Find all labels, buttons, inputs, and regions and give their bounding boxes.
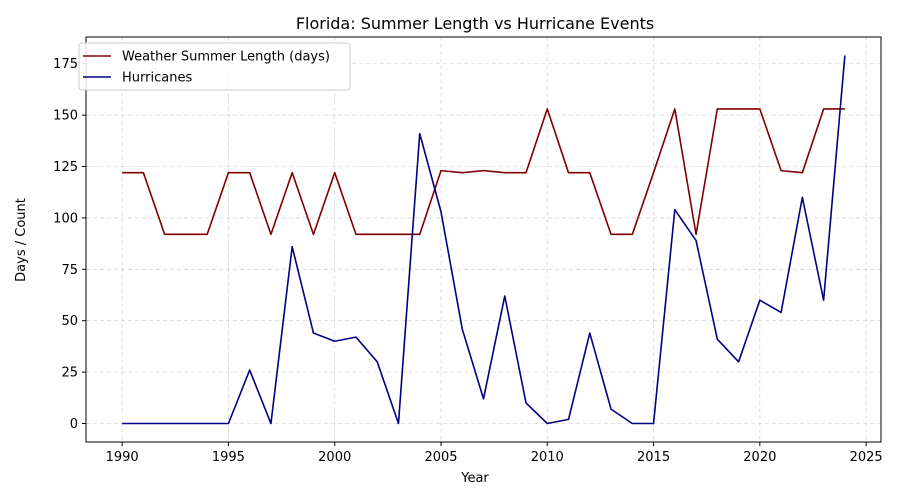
series-line-0 — [122, 108, 845, 236]
y-tick-label: 75 — [61, 263, 78, 278]
y-tick-label: 150 — [53, 109, 78, 124]
legend-label-0: Weather Summer Length (days) — [122, 50, 330, 65]
grid — [86, 37, 881, 442]
y-tick-label: 125 — [53, 160, 78, 175]
x-axis-ticks: 1990 1995 2000 2005 2010 2015 2020 2025 — [106, 442, 883, 465]
y-tick-label: 100 — [53, 211, 78, 226]
legend-label-1: Hurricanes — [122, 71, 192, 86]
x-tick-label: 2005 — [424, 450, 457, 465]
x-tick-label: 2000 — [318, 450, 351, 465]
x-axis-label: Year — [460, 471, 489, 486]
x-tick-label: 2020 — [743, 450, 776, 465]
y-axis-label: Days / Count — [14, 198, 29, 282]
series-lines — [122, 55, 846, 425]
x-tick-label: 2025 — [850, 450, 883, 465]
x-tick-label: 1995 — [212, 450, 245, 465]
x-tick-label: 2010 — [531, 450, 564, 465]
x-tick-label: 2015 — [637, 450, 670, 465]
legend: Weather Summer Length (days) Hurricanes — [78, 42, 351, 91]
x-tick-label: 1990 — [106, 450, 139, 465]
chart-title: Florida: Summer Length vs Hurricane Even… — [296, 14, 654, 33]
series-line-1 — [122, 55, 846, 425]
y-tick-label: 25 — [61, 366, 78, 381]
y-tick-label: 0 — [70, 417, 78, 432]
plot-area-frame — [85, 36, 882, 443]
legend-box — [78, 42, 351, 91]
y-tick-label: 50 — [61, 314, 78, 329]
y-axis-ticks: 0 25 50 75 100 125 150 175 — [53, 57, 86, 432]
y-tick-label: 175 — [53, 57, 78, 72]
